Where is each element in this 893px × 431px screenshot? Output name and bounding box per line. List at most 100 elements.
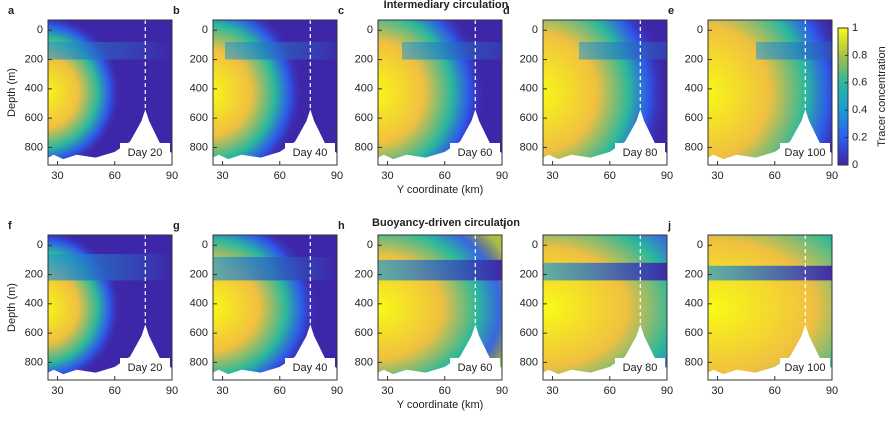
x-tick-label: 90 — [331, 170, 343, 182]
panel-label: j — [667, 220, 671, 232]
field — [213, 235, 337, 380]
x-tick-label: 90 — [331, 385, 343, 397]
annotation: Day 80 — [623, 362, 658, 374]
x-tick-label: 30 — [216, 385, 228, 397]
annotation-box — [120, 358, 170, 376]
y-tick-label: 600 — [355, 327, 373, 339]
y-tick-label: 200 — [520, 268, 538, 280]
row-title: Intermediary circulation — [384, 0, 509, 11]
y-tick-label: 400 — [25, 298, 43, 310]
y-tick-label: 800 — [25, 356, 43, 368]
y-tick-label: 600 — [685, 327, 703, 339]
annotation-box — [285, 358, 335, 376]
field-band — [579, 41, 667, 60]
y-tick-label: 800 — [190, 141, 208, 153]
y-tick-label: 0 — [37, 239, 43, 251]
y-tick-label: 400 — [685, 83, 703, 95]
y-tick-label: 400 — [190, 298, 208, 310]
annotation-box — [120, 143, 170, 161]
annotation: Day 80 — [623, 147, 658, 159]
x-axis-label: Y coordinate (km) — [397, 184, 484, 196]
y-tick-label: 800 — [520, 356, 538, 368]
colorbar-tick-label: 1 — [852, 22, 858, 34]
x-tick-label: 60 — [604, 170, 616, 182]
field — [213, 20, 337, 165]
x-tick-label: 60 — [769, 170, 781, 182]
annotation: Day 100 — [785, 362, 826, 374]
y-tick-label: 600 — [25, 327, 43, 339]
y-tick-label: 800 — [355, 356, 373, 368]
colorbar-tick-label: 0.6 — [852, 77, 867, 89]
colorbar-tick-label: 0.8 — [852, 49, 867, 61]
panel-label: d — [503, 5, 510, 17]
annotation-box — [285, 143, 335, 161]
panel-label: a — [8, 5, 15, 17]
y-axis-label: Depth (m) — [6, 283, 18, 332]
y-tick-label: 600 — [520, 327, 538, 339]
annotation-box — [780, 358, 830, 376]
y-tick-label: 600 — [25, 112, 43, 124]
annotation: Day 20 — [128, 147, 163, 159]
y-tick-label: 400 — [355, 298, 373, 310]
annotation: Day 40 — [293, 147, 328, 159]
x-tick-label: 30 — [51, 385, 63, 397]
field — [708, 20, 832, 165]
y-tick-label: 0 — [367, 239, 373, 251]
x-tick-label: 90 — [496, 385, 508, 397]
x-tick-label: 60 — [274, 385, 286, 397]
y-tick-label: 0 — [697, 239, 703, 251]
x-tick-label: 30 — [51, 170, 63, 182]
y-tick-label: 200 — [25, 268, 43, 280]
panel-label: g — [173, 220, 180, 232]
y-tick-label: 800 — [190, 356, 208, 368]
axes-frame — [707, 19, 833, 166]
y-tick-label: 0 — [37, 24, 43, 36]
x-tick-label: 90 — [826, 385, 838, 397]
annotation: Day 20 — [128, 362, 163, 374]
panel-label: i — [503, 220, 506, 232]
axes-frame — [707, 234, 833, 381]
axes-frame — [377, 234, 503, 381]
y-tick-label: 600 — [685, 112, 703, 124]
y-tick-label: 600 — [520, 112, 538, 124]
field-band — [48, 41, 172, 60]
y-tick-label: 400 — [190, 83, 208, 95]
y-tick-label: 400 — [520, 83, 538, 95]
panel-label: c — [338, 5, 344, 17]
axes-frame — [212, 234, 338, 381]
y-tick-label: 200 — [25, 53, 43, 65]
y-tick-label: 800 — [520, 141, 538, 153]
panel-label: e — [668, 5, 674, 17]
field-band — [213, 256, 337, 281]
field — [48, 20, 172, 165]
panel-label: b — [173, 5, 180, 17]
annotation-box — [615, 358, 665, 376]
y-tick-label: 400 — [25, 83, 43, 95]
field-band — [543, 262, 667, 281]
y-tick-label: 200 — [355, 53, 373, 65]
y-tick-label: 200 — [685, 53, 703, 65]
y-tick-label: 200 — [520, 53, 538, 65]
panel-label: h — [338, 220, 345, 232]
field — [378, 20, 502, 165]
y-tick-label: 400 — [355, 83, 373, 95]
field-band — [48, 254, 172, 281]
x-tick-label: 30 — [216, 170, 228, 182]
field-band — [708, 265, 832, 281]
y-tick-label: 200 — [190, 268, 208, 280]
x-tick-label: 30 — [546, 170, 558, 182]
y-tick-label: 600 — [355, 112, 373, 124]
x-tick-label: 90 — [166, 170, 178, 182]
field — [543, 235, 667, 380]
axes-frame — [542, 19, 668, 166]
axes-frame — [212, 19, 338, 166]
y-tick-label: 0 — [367, 24, 373, 36]
field-band — [378, 259, 502, 281]
x-tick-label: 90 — [826, 170, 838, 182]
x-tick-label: 60 — [439, 385, 451, 397]
axes-frame — [542, 234, 668, 381]
y-tick-label: 0 — [697, 24, 703, 36]
y-tick-label: 0 — [532, 24, 538, 36]
y-tick-label: 600 — [190, 327, 208, 339]
x-tick-label: 30 — [381, 170, 393, 182]
